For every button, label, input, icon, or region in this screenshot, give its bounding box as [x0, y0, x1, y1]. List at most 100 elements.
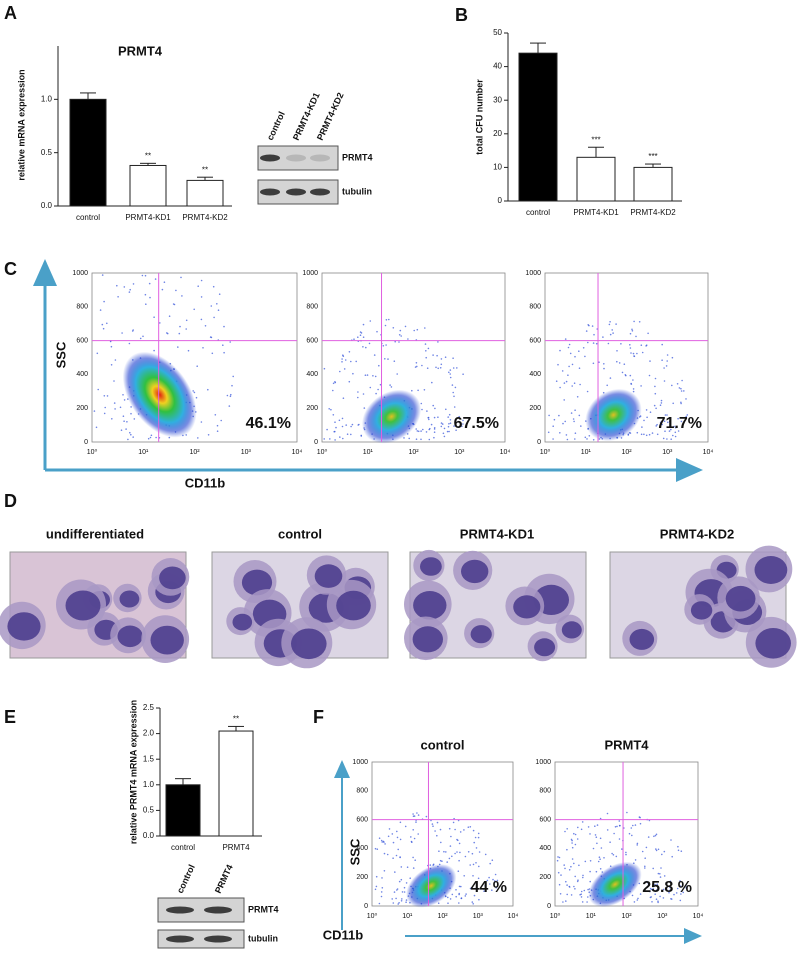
- density-dot: [417, 430, 420, 433]
- density-dot: [574, 438, 576, 440]
- density-dot: [478, 898, 480, 901]
- density-dot: [442, 432, 445, 435]
- y-tick-label: 40: [493, 62, 502, 71]
- density-dot: [652, 888, 654, 890]
- density-dot: [211, 352, 214, 355]
- density-dot: [380, 895, 383, 898]
- density-dot: [679, 880, 681, 882]
- density-dot: [434, 830, 436, 832]
- plot-title: control: [420, 737, 464, 752]
- y-tick-label: 2.5: [143, 703, 155, 712]
- density-dot: [638, 321, 641, 323]
- density-dot: [110, 364, 113, 366]
- density-dot: [489, 883, 491, 885]
- density-dot: [673, 425, 675, 428]
- density-dot: [348, 380, 351, 383]
- density-dot: [629, 432, 632, 434]
- density-dot: [129, 431, 131, 434]
- density-dot: [102, 327, 105, 330]
- density-dot: [488, 876, 490, 879]
- x-axis-label: CD11b: [323, 927, 364, 942]
- density-dot: [576, 838, 579, 840]
- density-dot: [611, 329, 613, 331]
- density-dot: [342, 397, 345, 400]
- density-dot: [449, 369, 452, 371]
- percentage-label: 67.5%: [454, 415, 499, 432]
- density-dot: [373, 354, 376, 356]
- density-dot: [375, 875, 378, 878]
- density-dot: [368, 342, 371, 345]
- density-dot: [593, 333, 595, 336]
- nucleus: [561, 621, 582, 639]
- density-dot: [668, 430, 671, 432]
- density-dot: [681, 379, 683, 382]
- significance: **: [202, 165, 208, 174]
- density-dot: [680, 401, 682, 404]
- density-dot: [661, 423, 663, 426]
- density-dot: [655, 889, 658, 891]
- x-tick-label: 10³: [662, 449, 673, 456]
- density-dot: [448, 371, 450, 374]
- density-dot: [473, 894, 476, 897]
- density-dot: [200, 296, 203, 298]
- protein-label: tubulin: [248, 933, 278, 943]
- density-dot: [671, 356, 674, 359]
- density-dot: [632, 388, 635, 390]
- y-axis-label: SSC: [53, 341, 68, 368]
- density-dot: [643, 433, 645, 436]
- density-dot: [453, 425, 455, 427]
- density-dot: [472, 863, 475, 866]
- density-dot: [558, 414, 560, 417]
- density-dot: [126, 421, 128, 423]
- density-dot: [654, 377, 657, 380]
- density-dot: [435, 366, 437, 369]
- density-dot: [130, 406, 132, 408]
- density-dot: [655, 407, 657, 410]
- density-dot: [398, 902, 400, 904]
- density-dot: [153, 316, 155, 319]
- density-dot: [132, 436, 134, 438]
- density-dot: [399, 821, 402, 824]
- density-dot: [447, 896, 449, 899]
- y-tick-label: 1000: [302, 270, 318, 277]
- density-dot: [114, 408, 116, 410]
- density-dot: [396, 888, 399, 890]
- density-dot: [415, 438, 418, 441]
- density-dot: [412, 813, 414, 815]
- density-dot: [587, 826, 590, 828]
- density-dot: [123, 420, 125, 423]
- bar: [129, 164, 167, 207]
- density-dot: [451, 384, 454, 386]
- density-dot: [547, 431, 550, 434]
- density-dot: [454, 828, 456, 831]
- y-tick-label: 800: [356, 788, 368, 795]
- density-dot: [392, 902, 395, 904]
- density-dot: [329, 438, 331, 440]
- density-dot: [223, 351, 225, 354]
- density-dot: [564, 867, 566, 870]
- density-dot: [571, 839, 573, 842]
- density-dot: [496, 879, 499, 882]
- density-dot: [396, 373, 399, 375]
- density-dot: [655, 898, 658, 900]
- density-dot: [454, 852, 456, 855]
- density-dot: [685, 398, 687, 400]
- density-dot: [631, 894, 634, 897]
- density-dot: [103, 300, 105, 303]
- density-dot: [380, 891, 383, 893]
- density-dot: [400, 866, 403, 868]
- density-dot: [668, 891, 670, 894]
- density-dot: [609, 333, 612, 336]
- density-dot: [630, 382, 632, 385]
- density-dot: [557, 363, 559, 366]
- panel-letter: D: [4, 491, 17, 511]
- density-dot: [656, 883, 659, 885]
- nucleus: [65, 590, 101, 621]
- density-dot: [579, 383, 581, 386]
- density-dot: [613, 832, 615, 835]
- density-dot: [606, 384, 608, 387]
- density-dot: [383, 852, 386, 855]
- density-dot: [655, 848, 657, 850]
- y-tick-label: 0.0: [143, 831, 155, 840]
- nucleus: [413, 591, 447, 620]
